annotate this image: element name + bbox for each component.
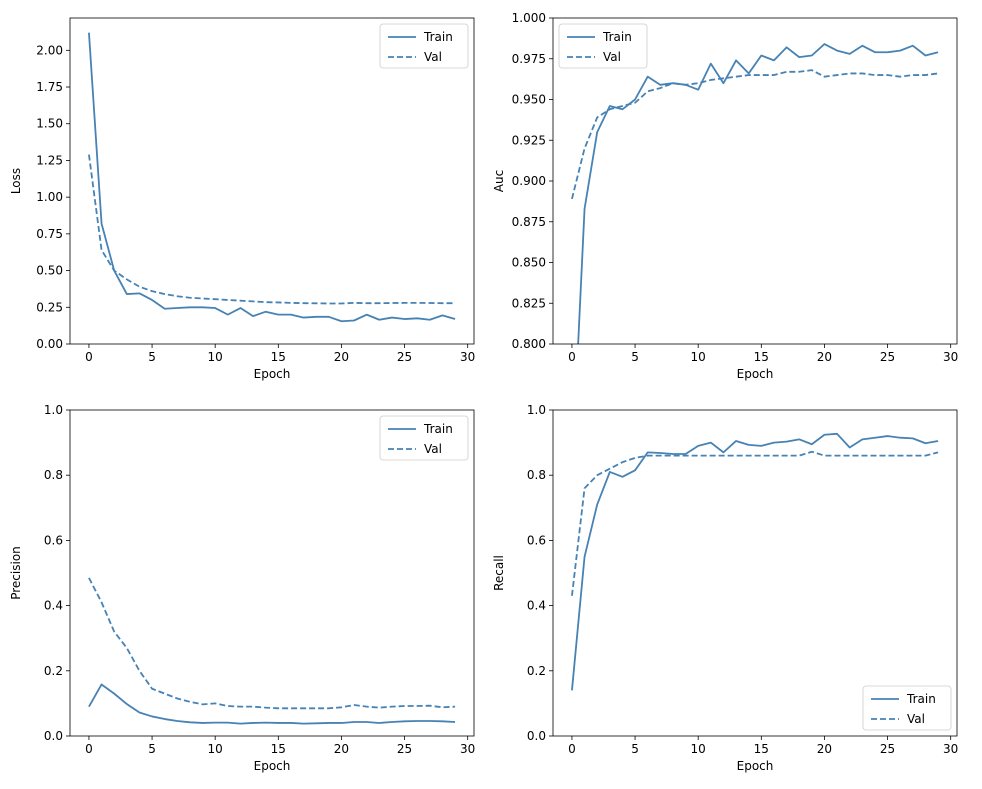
auc-x-tick-label: 30 <box>943 350 958 364</box>
auc-y-tick-label: 0.875 <box>512 215 546 229</box>
precision-y-tick-label: 0.6 <box>44 533 63 547</box>
recall-axes-frame <box>552 409 958 737</box>
recall-x-tick-label: 30 <box>943 742 958 756</box>
recall-y-axis-label: Recall <box>492 555 506 591</box>
auc-y-tick-label: 0.825 <box>512 296 546 310</box>
precision-y-tick-label: 0.4 <box>44 599 63 613</box>
loss-y-tick-label: 0.00 <box>36 337 63 351</box>
loss-x-axis-label: Epoch <box>254 367 291 381</box>
auc-y-tick-label: 0.800 <box>512 337 546 351</box>
auc-x-tick-label: 5 <box>631 350 639 364</box>
loss-x-tick-label: 0 <box>85 350 93 364</box>
recall-chart: 0 5 10 15 20 25 30 0.0 0.2 0.4 0.6 0.8 1.0 Epoch Recal… <box>492 403 958 773</box>
precision-x-tick-label: 10 <box>208 742 223 756</box>
loss-legend-val-label: Val <box>424 50 442 64</box>
recall-y-tick-label: 0.6 <box>527 533 546 547</box>
precision-x-tick-label: 15 <box>271 742 286 756</box>
auc-legend: Train Val <box>558 23 648 69</box>
loss-x-tick-label: 15 <box>271 350 286 364</box>
precision-y-tick-label: 0.0 <box>44 729 63 743</box>
loss-y-tick-label: 0.25 <box>36 300 63 314</box>
loss-x-tick-label: 25 <box>397 350 412 364</box>
recall-x-tick-label: 15 <box>754 742 769 756</box>
auc-y-axis-label: Auc <box>492 170 506 192</box>
recall-y-tick-label: 0.0 <box>527 729 546 743</box>
auc-legend-val-label: Val <box>603 50 621 64</box>
recall-x-tick-label: 20 <box>817 742 832 756</box>
auc-y-tick-label: 0.925 <box>512 133 546 147</box>
loss-legend-train-label: Train <box>423 30 453 44</box>
auc-x-tick-label: 0 <box>568 350 576 364</box>
loss-x-tick-label: 10 <box>208 350 223 364</box>
precision-legend-val-label: Val <box>424 442 442 456</box>
auc-y-tick-label: 1.000 <box>512 11 546 25</box>
auc-train-line <box>577 43 939 344</box>
precision-axes-frame <box>69 409 475 737</box>
precision-val-line <box>88 577 456 710</box>
precision-y-tick-label: 0.2 <box>44 664 63 678</box>
loss-axes-frame <box>69 17 475 345</box>
precision-legend-train-label: Train <box>423 422 453 436</box>
loss-x-tick-label: 5 <box>148 350 156 364</box>
recall-legend-train-label: Train <box>906 692 936 706</box>
precision-x-axis-label: Epoch <box>254 759 291 773</box>
loss-y-axis-label: Loss <box>9 168 23 194</box>
loss-y-tick-label: 1.50 <box>36 117 63 131</box>
loss-legend: Train Val <box>379 23 469 69</box>
auc-y-tick-label: 0.950 <box>512 93 546 107</box>
precision-legend: Train Val <box>379 415 469 461</box>
auc-val-line <box>571 69 939 200</box>
recall-legend-val-label: Val <box>907 712 925 726</box>
auc-axes-frame <box>552 17 958 345</box>
auc-x-tick-label: 15 <box>754 350 769 364</box>
auc-y-tick-label: 0.900 <box>512 174 546 188</box>
auc-y-tick-label: 0.975 <box>512 52 546 66</box>
loss-x-tick-label: 30 <box>460 350 475 364</box>
precision-chart: 0 5 10 15 20 25 30 0.0 0.2 0.4 0.6 0.8 1.0 Epoch Preci… <box>9 403 475 773</box>
loss-chart: 0 5 10 15 20 25 30 0.00 0.25 0.50 0.75 1.00 1.25 1.50… <box>9 17 475 381</box>
loss-train-line <box>88 32 456 323</box>
auc-y-tick-label: 0.850 <box>512 256 546 270</box>
recall-x-tick-label: 5 <box>631 742 639 756</box>
loss-y-tick-label: 1.25 <box>36 153 63 167</box>
precision-y-axis-label: Precision <box>9 546 23 600</box>
auc-x-axis-label: Epoch <box>737 367 774 381</box>
recall-y-tick-label: 0.2 <box>527 664 546 678</box>
recall-x-axis-label: Epoch <box>737 759 774 773</box>
precision-x-tick-label: 25 <box>397 742 412 756</box>
precision-x-tick-label: 20 <box>334 742 349 756</box>
loss-y-tick-label: 2.00 <box>36 43 63 57</box>
precision-y-tick-label: 0.8 <box>44 468 63 482</box>
precision-x-tick-label: 30 <box>460 742 475 756</box>
precision-x-tick-label: 5 <box>148 742 156 756</box>
recall-y-tick-label: 1.0 <box>527 403 546 417</box>
recall-val-line <box>571 450 939 596</box>
recall-y-tick-label: 0.4 <box>527 599 546 613</box>
loss-y-tick-label: 0.50 <box>36 264 63 278</box>
recall-x-tick-label: 10 <box>691 742 706 756</box>
loss-y-tick-label: 1.75 <box>36 80 63 94</box>
recall-train-line <box>571 432 939 691</box>
auc-legend-train-label: Train <box>602 30 632 44</box>
auc-x-tick-label: 20 <box>817 350 832 364</box>
loss-val-line <box>88 154 456 305</box>
loss-x-tick-label: 20 <box>334 350 349 364</box>
auc-x-tick-label: 10 <box>691 350 706 364</box>
loss-y-tick-label: 0.75 <box>36 227 63 241</box>
precision-y-tick-label: 1.0 <box>44 403 63 417</box>
precision-x-tick-label: 0 <box>85 742 93 756</box>
precision-train-line <box>88 683 456 725</box>
recall-x-tick-label: 0 <box>568 742 576 756</box>
loss-y-tick-label: 1.00 <box>36 190 63 204</box>
auc-x-tick-label: 25 <box>880 350 895 364</box>
recall-legend: Train Val <box>862 685 952 731</box>
recall-y-tick-label: 0.8 <box>527 468 546 482</box>
auc-chart: 0 5 10 15 20 25 30 0.800 0.825 0.850 0.875 0.900 0.9… <box>492 11 958 381</box>
recall-x-tick-label: 25 <box>880 742 895 756</box>
